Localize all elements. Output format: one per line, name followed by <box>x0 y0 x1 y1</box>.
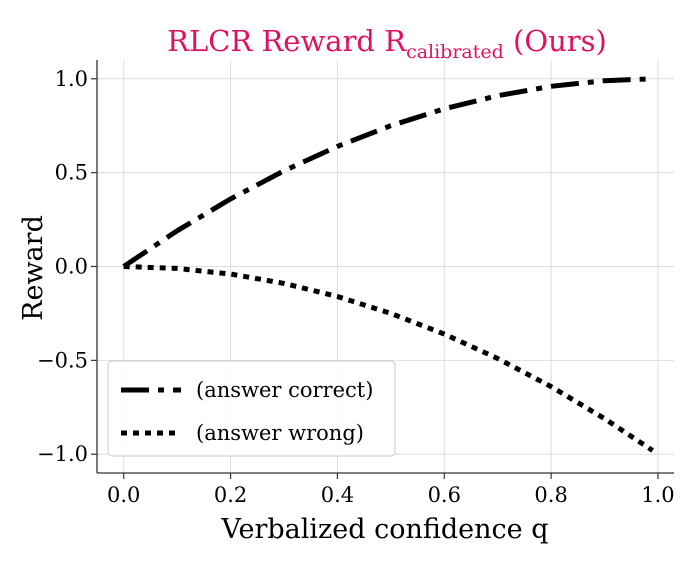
series-line-answer-wrong <box>123 264 654 453</box>
axes <box>91 60 674 479</box>
plot-lines <box>122 76 654 453</box>
y-tick-label-4: 1.0 <box>55 67 88 91</box>
x-tick-label-0: 0.0 <box>107 483 140 507</box>
chart-title-subscript: calibrated <box>406 41 504 63</box>
x-tick-label-1: 0.2 <box>214 483 247 507</box>
legend: (answer correct) (answer wrong) <box>107 360 396 457</box>
chart-title-main: RLCR Reward R <box>167 24 407 58</box>
series-line-answer-correct <box>122 76 653 269</box>
y-tick-label-0: −1.0 <box>37 442 88 466</box>
x-tick-label-4: 0.8 <box>534 483 567 507</box>
y-tick-label-1: −0.5 <box>37 348 88 372</box>
x-tick-label-3: 0.6 <box>428 483 461 507</box>
y-tick-label-2: 0.0 <box>55 255 88 279</box>
legend-label-answer-correct: (answer correct) <box>196 378 373 402</box>
y-axis-label: Reward <box>18 215 49 321</box>
chart-title: RLCR Reward Rcalibrated (Ours) <box>167 24 607 63</box>
x-tick-label-2: 0.4 <box>321 483 354 507</box>
x-tick-label-5: 1.0 <box>641 483 674 507</box>
tick-labels: 0.0 0.2 0.4 0.6 0.8 1.0 −1.0 −0.5 0.0 0.5 1.0 <box>37 67 675 507</box>
x-axis-label: Verbalized confidence q <box>220 514 548 545</box>
legend-box <box>107 360 396 457</box>
legend-label-answer-wrong: (answer wrong) <box>196 421 364 445</box>
chart-title-suffix: (Ours) <box>504 24 607 58</box>
y-tick-label-3: 0.5 <box>55 161 88 185</box>
